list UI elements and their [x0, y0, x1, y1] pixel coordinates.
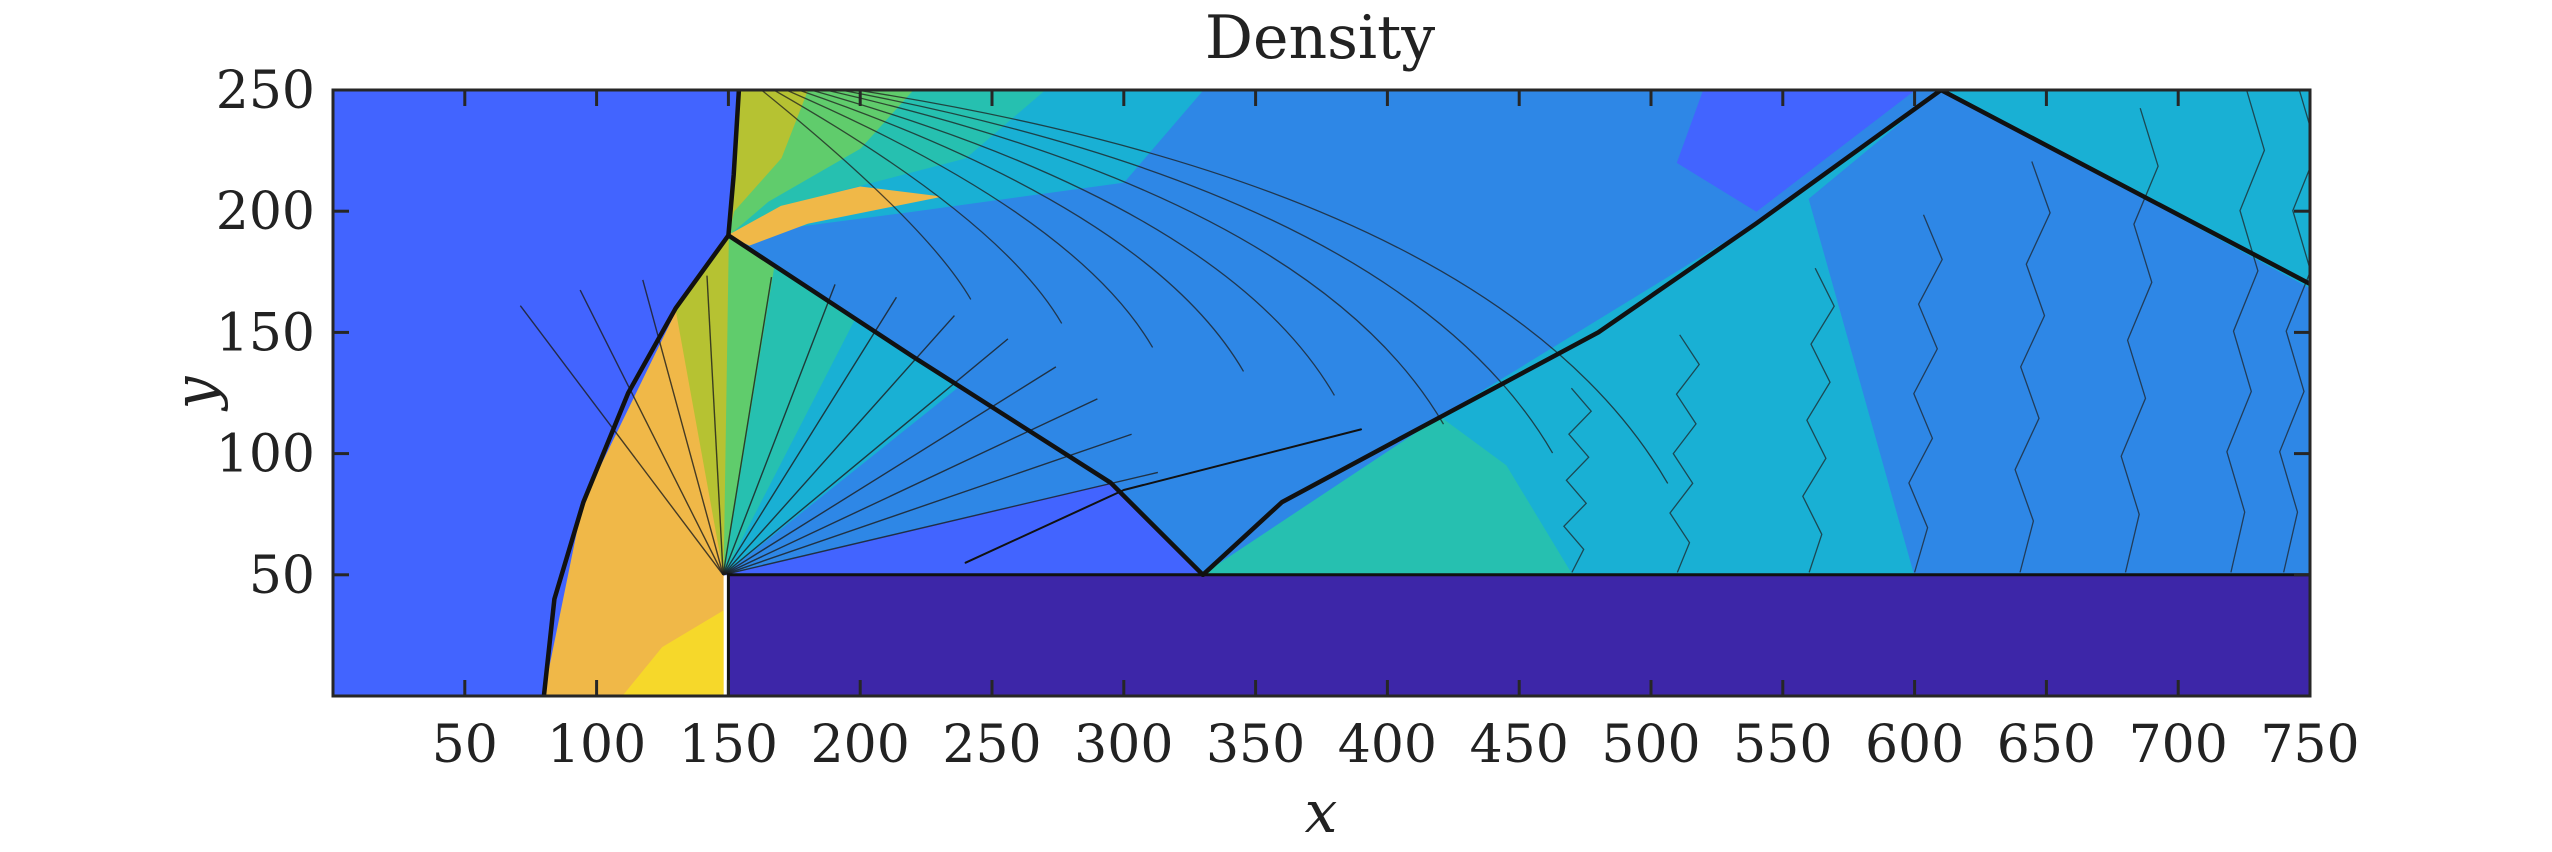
- x-tick-label: 100: [547, 715, 646, 775]
- shock-top-right-shock: [1938, 90, 2310, 287]
- x-tick-label: 750: [2260, 715, 2359, 775]
- fan-contour-12: [519, 305, 724, 576]
- y-axis: 50 100 150 200 250: [216, 61, 2310, 606]
- fan-contour-4: [722, 338, 1009, 576]
- upper-contour-4: [810, 90, 1335, 396]
- x-tick-label: 50: [432, 715, 498, 775]
- shock-reflected-shock: [1200, 90, 1944, 578]
- region-obstacle: [727, 574, 2310, 696]
- x-tick-label: 350: [1206, 715, 1305, 775]
- reflected-contour-5: [2120, 108, 2159, 573]
- reflected-contour-6: [2226, 90, 2266, 573]
- reflected-contour-3: [1908, 214, 1943, 573]
- fan-contour-2: [722, 398, 1098, 576]
- fan-contour-9: [706, 275, 724, 575]
- region-top-dark: [1676, 90, 1916, 212]
- x-tick-label: 500: [1601, 715, 1700, 775]
- x-tick-label: 400: [1338, 715, 1437, 775]
- reflected-contour-4: [2014, 161, 2051, 573]
- x-tick-label: 600: [1865, 715, 1964, 775]
- y-tick-label: 250: [216, 61, 315, 121]
- x-axis: 50 100 150 200 250 300 350 400 450 500 550 600 650 70…: [432, 90, 2360, 775]
- y-axis-label: y: [161, 375, 229, 412]
- fan-contour-1: [722, 433, 1132, 576]
- obstacle-outline: [726, 573, 2310, 696]
- x-tick-label: 200: [811, 715, 910, 775]
- x-tick-label: 300: [1074, 715, 1173, 775]
- upper-contour-5: [825, 90, 1445, 425]
- shock-slipstream: [964, 428, 1362, 564]
- x-tick-label: 450: [1470, 715, 1569, 775]
- chart-title: Density: [1205, 3, 1435, 73]
- density-contours: [519, 90, 2310, 576]
- y-tick-label: 150: [216, 303, 315, 363]
- x-axis-label: x: [1305, 778, 1338, 846]
- upper-contour-6: [840, 90, 1554, 454]
- fan-contour-0: [722, 471, 1159, 576]
- shock-incident-shock: [541, 90, 742, 696]
- region-post-shock-hot: [622, 610, 724, 696]
- reflected-contour-1: [1669, 334, 1700, 573]
- shock-fronts: [541, 90, 2310, 696]
- x-tick-label: 700: [2129, 715, 2228, 775]
- fan-contour-7: [722, 284, 836, 576]
- reflected-contour-2: [1802, 267, 1835, 573]
- y-tick-label: 200: [216, 182, 315, 242]
- upper-contour-7: [856, 90, 1669, 484]
- x-tick-label: 250: [942, 715, 1041, 775]
- fan-contour-6: [722, 296, 898, 576]
- fan-contour-3: [722, 366, 1057, 576]
- upper-contour-2: [785, 90, 1154, 348]
- x-tick-label: 150: [679, 715, 778, 775]
- fan-contour-10: [642, 279, 724, 575]
- plot-frame: [331, 88, 2312, 698]
- reflected-contour-0: [1563, 387, 1593, 573]
- x-tick-label: 650: [1997, 715, 2096, 775]
- y-tick-label: 50: [249, 546, 315, 606]
- fan-contour-8: [722, 276, 773, 575]
- fan-contour-11: [579, 289, 724, 576]
- upper-contour-1: [773, 90, 1063, 324]
- upper-contour-3: [798, 90, 1245, 372]
- upper-contour-0: [761, 90, 972, 300]
- y-tick-label: 100: [216, 425, 315, 485]
- shock-diffracted-shock: [726, 233, 1206, 578]
- x-tick-label: 550: [1733, 715, 1832, 775]
